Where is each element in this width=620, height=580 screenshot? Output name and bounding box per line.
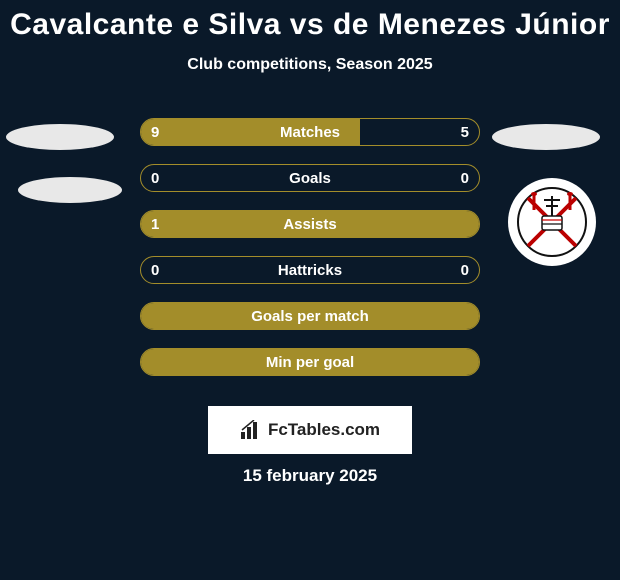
stat-bar-track: Hattricks0 0 — [140, 256, 480, 284]
subtitle: Club competitions, Season 2025 — [0, 56, 620, 74]
bar-chart-icon — [240, 420, 262, 440]
stat-value-left: 9 — [151, 119, 159, 145]
stat-label: Min per goal — [141, 349, 479, 375]
stat-value-right: 0 — [461, 165, 469, 191]
stat-row: Goals0 0 — [0, 164, 620, 210]
stat-label: Hattricks — [141, 257, 479, 283]
stat-bar-track: Min per goal — [140, 348, 480, 376]
stat-bar-track: Matches9 5 — [140, 118, 480, 146]
stat-bar-track: Assists1 — [140, 210, 480, 238]
stat-row: Matches9 5 — [0, 118, 620, 164]
stat-row: Min per goal — [0, 348, 620, 394]
stat-label: Matches — [141, 119, 479, 145]
stat-row: Hattricks0 0 — [0, 256, 620, 302]
brand-box[interactable]: FcTables.com — [208, 406, 412, 454]
stat-value-left: 0 — [151, 257, 159, 283]
brand-text: FcTables.com — [268, 420, 380, 440]
stat-bar-track: Goals per match — [140, 302, 480, 330]
stat-value-left: 1 — [151, 211, 159, 237]
stat-value-left: 0 — [151, 165, 159, 191]
stat-rows: Matches95Goals00Assists1Hattricks00Goals… — [0, 118, 620, 394]
stat-value-right: 0 — [461, 257, 469, 283]
stat-label: Assists — [141, 211, 479, 237]
stat-row: Assists1 — [0, 210, 620, 256]
stat-bar-track: Goals0 0 — [140, 164, 480, 192]
stat-label: Goals per match — [141, 303, 479, 329]
page-title: Cavalcante e Silva vs de Menezes Júnior — [0, 0, 620, 42]
stat-row: Goals per match — [0, 302, 620, 348]
stat-label: Goals — [141, 165, 479, 191]
date-text: 15 february 2025 — [0, 466, 620, 486]
stat-value-right: 5 — [461, 119, 469, 145]
